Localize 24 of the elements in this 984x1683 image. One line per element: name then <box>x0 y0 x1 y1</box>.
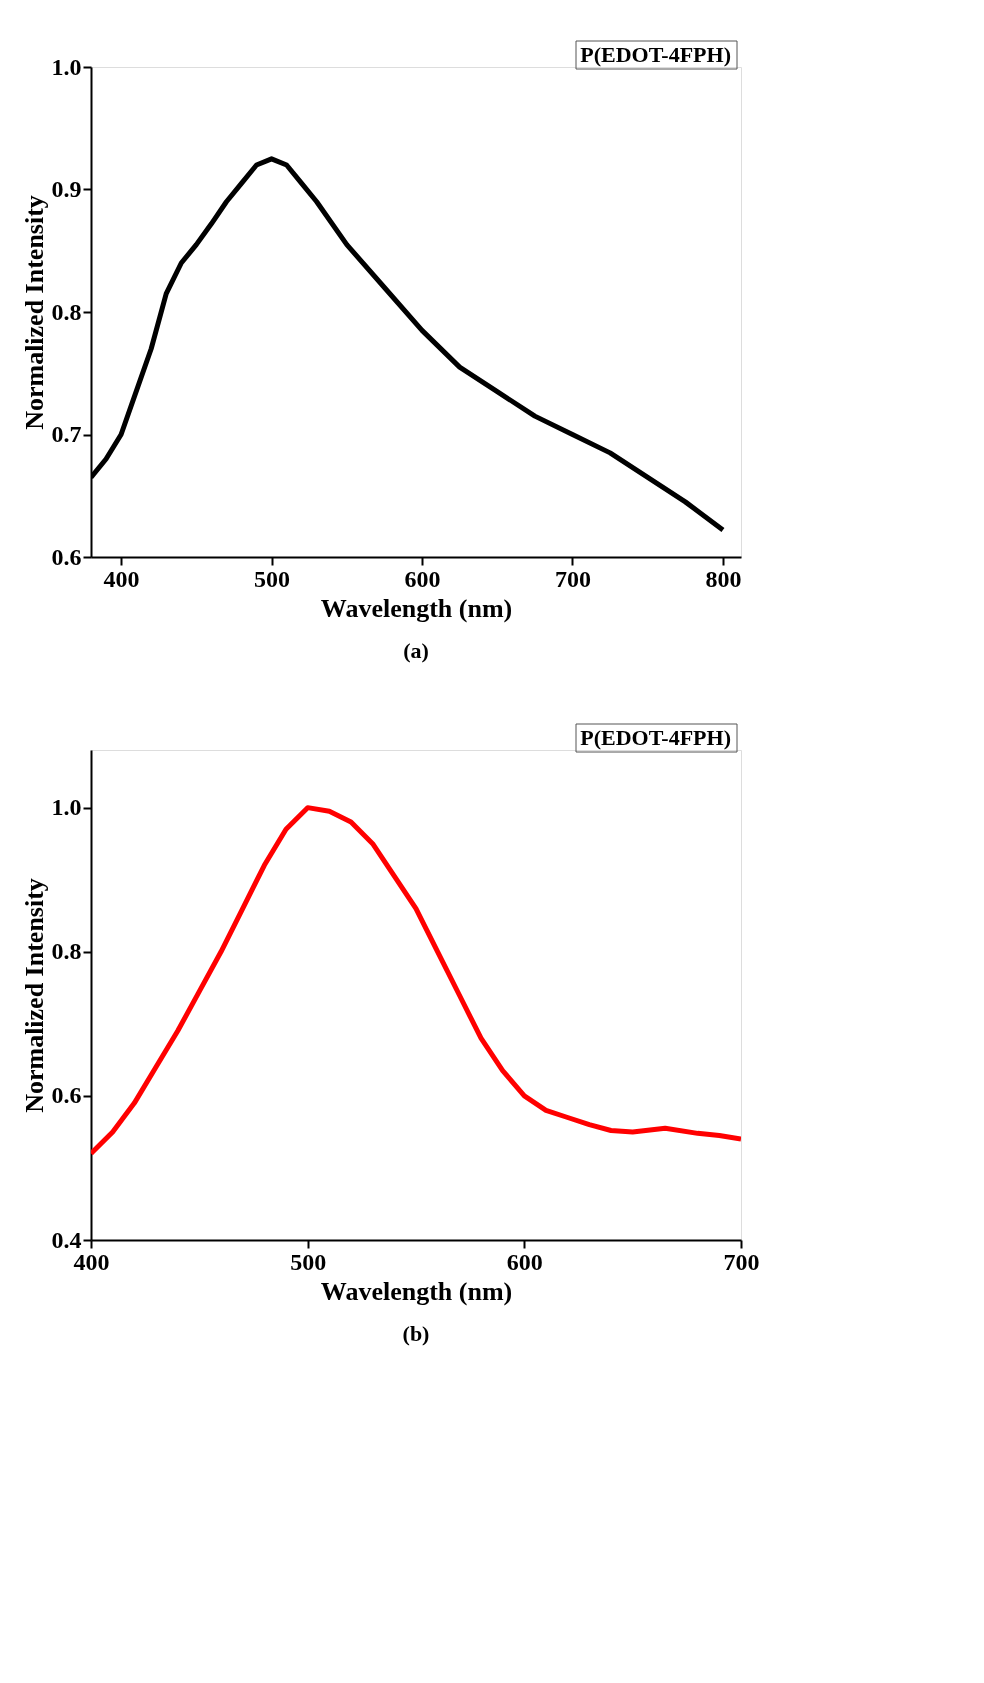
text: P(EDOT-4FPH) <box>580 42 731 67</box>
y-tick-label: 0.8 <box>51 298 82 325</box>
x-tick-label: 700 <box>723 1248 760 1275</box>
y-tick-label: 0.9 <box>51 176 82 202</box>
y-tick-label: 0.7 <box>51 421 82 447</box>
y-axis-title: Normalized Intensity <box>19 195 49 430</box>
x-tick-label: 400 <box>103 565 140 592</box>
x-tick-label: 600 <box>506 1248 543 1275</box>
y-tick-label: 0.6 <box>51 1082 82 1109</box>
x-tick-label: 500 <box>254 565 291 592</box>
x-axis-title: Wavelength (nm) <box>320 1276 513 1306</box>
text: (a) <box>403 638 429 663</box>
x-tick-label: 500 <box>290 1248 327 1275</box>
x-tick-label: 600 <box>404 565 441 592</box>
x-axis-title: Wavelength (nm) <box>320 593 513 623</box>
y-axis-title: Normalized Intensity <box>19 878 49 1113</box>
y-tick-label: 0.8 <box>51 938 82 965</box>
y-tick-label: 1.0 <box>51 53 82 80</box>
y-tick-label: 0.6 <box>51 543 82 570</box>
y-tick-label: 1.0 <box>51 794 82 821</box>
text: (b) <box>402 1321 430 1346</box>
x-tick-label: 700 <box>554 565 591 592</box>
text: P(EDOT-4FPH) <box>580 725 731 750</box>
x-tick-label: 800 <box>705 565 742 592</box>
